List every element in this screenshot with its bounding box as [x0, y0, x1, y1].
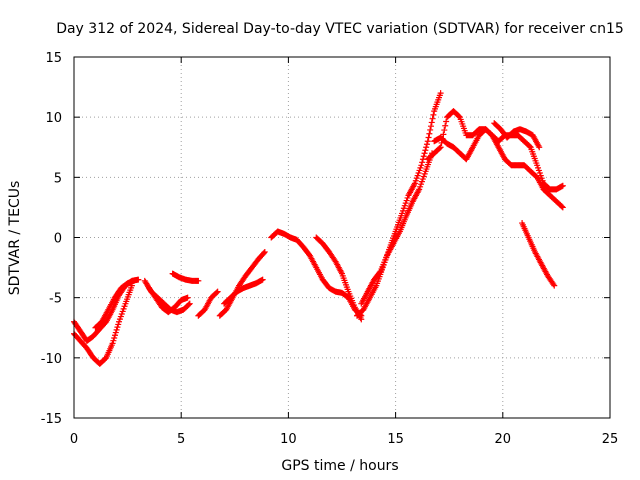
data-point	[430, 111, 437, 118]
data-point	[261, 249, 268, 256]
data-series-track-2	[71, 282, 135, 367]
data-point	[112, 329, 119, 336]
data-point	[110, 337, 117, 344]
data-series-track-3	[92, 277, 138, 331]
data-point	[559, 204, 566, 211]
data-series-track-10	[268, 228, 365, 319]
data-point	[456, 113, 463, 120]
data-point	[559, 203, 566, 210]
data-series-track-7	[195, 288, 221, 319]
data-series-track-17	[519, 220, 558, 289]
data-point	[115, 321, 122, 328]
x-tick-label: 20	[495, 432, 512, 447]
x-tick-label: 15	[387, 432, 404, 447]
x-tick-label: 25	[602, 432, 619, 447]
y-tick-label: 0	[54, 232, 62, 247]
data-point	[437, 144, 444, 151]
data-point	[195, 277, 202, 284]
y-tick-label: -10	[41, 352, 62, 367]
data-point	[427, 123, 434, 130]
data-series-track-15	[431, 126, 566, 211]
data-point	[426, 130, 433, 137]
data-point	[436, 145, 443, 152]
data-series-track-9	[221, 276, 266, 307]
data-point	[214, 288, 221, 295]
data-series-track-16	[491, 120, 543, 151]
data-point	[261, 248, 268, 255]
data-point	[551, 282, 558, 289]
data-point	[112, 332, 119, 339]
data-point	[418, 162, 425, 169]
data-point	[536, 144, 543, 151]
data-point	[185, 301, 192, 308]
data-point	[440, 131, 447, 138]
data-point	[422, 147, 429, 154]
y-axis-label: SDTVAR / TECUs	[7, 181, 23, 296]
y-tick-label: 15	[45, 51, 62, 66]
data-point	[424, 138, 431, 145]
x-axis-label: GPS time / hours	[281, 458, 398, 474]
data-series-track-5	[146, 285, 191, 316]
data-point	[425, 134, 432, 141]
chart-title: Day 312 of 2024, Sidereal Day-to-day VTE…	[56, 21, 624, 37]
data-point	[186, 300, 193, 307]
y-tick-label: -15	[41, 412, 62, 427]
x-tick-label: 5	[177, 432, 185, 447]
data-point	[441, 127, 448, 134]
data-point	[559, 182, 566, 189]
y-tick-label: -5	[49, 292, 62, 307]
data-point	[526, 143, 533, 150]
data-point	[113, 326, 120, 333]
data-point	[420, 153, 427, 160]
data-point	[419, 159, 426, 166]
data-point	[427, 126, 434, 133]
data-point	[135, 276, 142, 283]
data-point	[429, 115, 436, 122]
data-point	[443, 118, 450, 125]
data-point	[358, 316, 365, 323]
data-point	[550, 281, 557, 288]
x-tick-label: 0	[70, 432, 78, 447]
data-point	[213, 289, 220, 296]
tick-layer: 0 5 10 15 20 25 -15 -10 -5 0 5 10 15	[41, 51, 619, 447]
data-point	[111, 334, 118, 341]
data-series-track-11	[313, 234, 365, 323]
data-point	[109, 340, 116, 347]
data-point	[259, 276, 266, 283]
data-series-track-6	[169, 270, 202, 284]
data-layer	[71, 90, 566, 367]
data-point	[421, 150, 428, 157]
data-point	[428, 119, 435, 126]
data-point	[114, 324, 121, 331]
data-series-track-12	[354, 90, 444, 319]
data-series-track-14	[424, 108, 566, 193]
y-tick-label: 5	[54, 171, 62, 186]
y-tick-label: 10	[45, 111, 62, 126]
data-point	[423, 144, 430, 151]
data-point	[442, 122, 449, 129]
x-tick-label: 10	[280, 432, 297, 447]
data-point	[423, 141, 430, 148]
data-point	[131, 277, 138, 284]
data-point	[376, 269, 383, 276]
data-point	[184, 294, 191, 301]
data-point	[437, 90, 444, 97]
